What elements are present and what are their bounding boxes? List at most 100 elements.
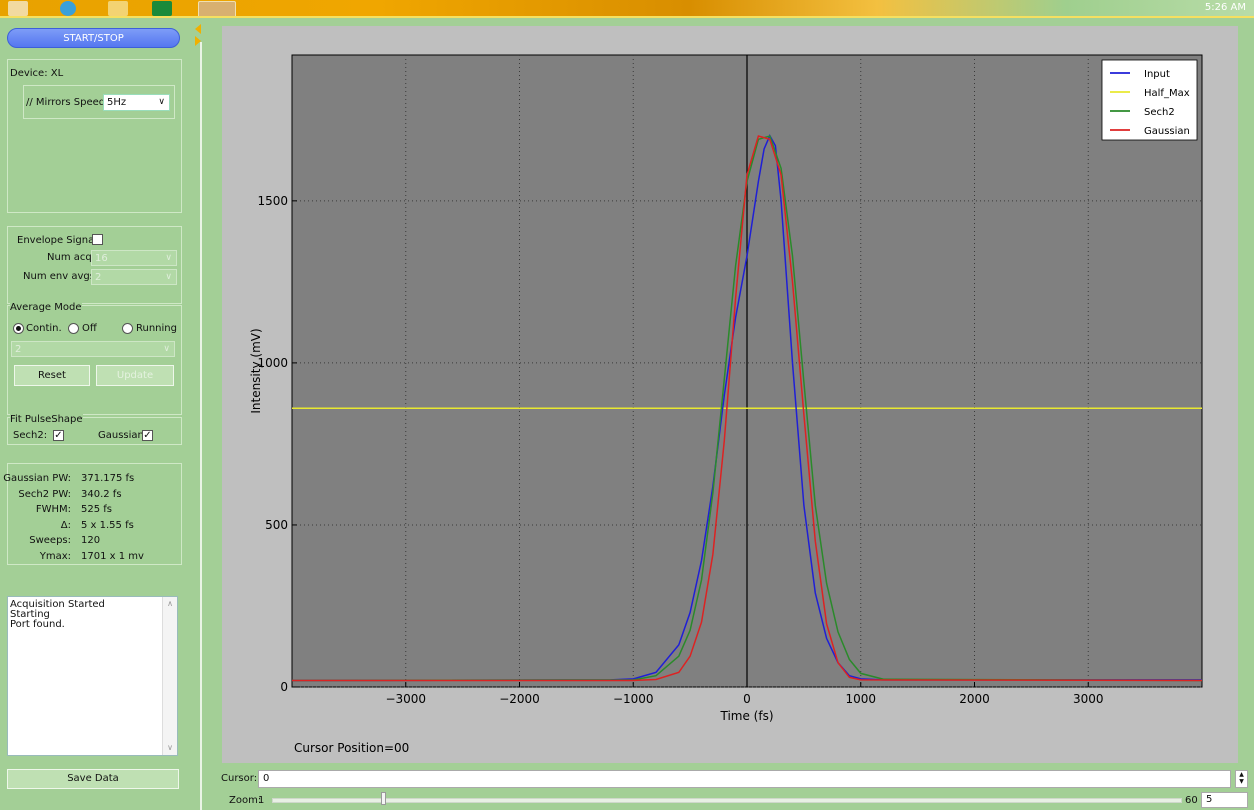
- stat-label: Sweeps:: [29, 535, 71, 546]
- zoom-label: Zoom:: [229, 795, 262, 806]
- spin-up-icon[interactable]: ▲: [1239, 771, 1244, 778]
- y-tick-label: 1000: [257, 356, 288, 370]
- series-line-gaussian: [292, 135, 1202, 682]
- stat-label: Sech2 PW:: [18, 488, 71, 500]
- stats-group: Gaussian PW: 371.175 fs Sech2 PW: 340.2 fs F…: [3, 463, 182, 565]
- legend-label: Gaussian: [1144, 126, 1190, 137]
- stat-value: 340.2 fs: [81, 488, 122, 500]
- start-icon[interactable]: [8, 1, 28, 16]
- num-env-avgs-select[interactable]: 2 ∨: [91, 269, 177, 285]
- update-button[interactable]: Update: [96, 365, 174, 386]
- zoom-max-label: 60: [1185, 795, 1198, 806]
- chevron-down-icon: ∨: [163, 344, 170, 354]
- log-lines: Acquisition Started Starting Port found.: [10, 600, 175, 630]
- taskbar-clock: 5:26 AM: [1204, 2, 1246, 13]
- cursor-position-text: Cursor Position=00: [294, 741, 409, 755]
- x-tick-label: 1000: [845, 692, 876, 706]
- fit-pulseshape-group: Fit PulseShape Sech2: ✓ Gaussian: ✓: [7, 414, 182, 445]
- legend-label: Sech2: [1144, 107, 1175, 118]
- stat-value: 120: [81, 535, 101, 546]
- y-axis-label: Intensity (mV): [249, 328, 263, 413]
- fit-gaussian-checkbox[interactable]: ✓: [142, 430, 153, 441]
- average-mode-title: Average Mode: [10, 302, 82, 313]
- chevron-down-icon: ∨: [165, 253, 172, 263]
- start-stop-button[interactable]: START/STOP: [7, 28, 180, 48]
- average-mode-group: Average Mode Contin. Off Running 2 ∨ Res…: [7, 302, 182, 415]
- x-tick-label: −3000: [385, 692, 426, 706]
- avg-running-radio[interactable]: [122, 323, 133, 334]
- fit-pulseshape-title: Fit PulseShape: [10, 414, 83, 425]
- browser-icon[interactable]: [60, 1, 76, 16]
- num-acqs-select[interactable]: 16 ∨: [91, 250, 177, 266]
- device-group: Device: XL // Mirrors Speed: 5Hz ∨: [7, 59, 182, 213]
- avg-contin-radio[interactable]: [13, 323, 24, 334]
- fit-sech2-checkbox[interactable]: ✓: [53, 430, 64, 441]
- device-label: Device: XL: [10, 68, 64, 79]
- fit-sech2-label: Sech2:: [13, 430, 48, 441]
- taskbar-divider: [0, 16, 1254, 18]
- stat-label: FWHM:: [35, 504, 71, 515]
- avg-count-value: 2: [15, 344, 22, 355]
- stat-label: Δ:: [60, 519, 71, 531]
- avg-off-radio[interactable]: [68, 323, 79, 334]
- cursor-value: 0: [263, 773, 270, 784]
- avg-count-select[interactable]: 2 ∨: [11, 341, 175, 357]
- panel-splitter[interactable]: [195, 18, 203, 810]
- stat-value: 371.175 fs: [81, 473, 135, 484]
- stat-value: 525 fs: [81, 504, 112, 515]
- envelope-group: Envelope Signal: Num acqs: 16 ∨ Num env …: [7, 226, 182, 304]
- cursor-spinner[interactable]: ▲ ▼: [1235, 770, 1248, 788]
- stat-value: 1701 x 1 mv: [81, 550, 144, 562]
- avg-off-label: Off: [82, 323, 97, 334]
- num-env-avgs-label: Num env avgs:: [23, 271, 99, 282]
- num-acqs-value: 16: [95, 253, 108, 264]
- avg-contin-label: Contin.: [26, 323, 62, 334]
- chevron-down-icon: ∨: [158, 97, 165, 107]
- fit-gaussian-label: Gaussian:: [98, 430, 148, 441]
- num-env-avgs-value: 2: [95, 272, 102, 283]
- log-textarea[interactable]: Acquisition Started Starting Port found. ∧…: [7, 596, 178, 756]
- taskbar: 5:26 AM: [0, 0, 1254, 18]
- zoom-value-input[interactable]: 5: [1201, 792, 1248, 808]
- zoom-slider-track[interactable]: [272, 798, 1182, 803]
- legend-label: Half_Max: [1144, 88, 1190, 99]
- reset-button[interactable]: Reset: [14, 365, 90, 386]
- log-line: Port found.: [10, 619, 65, 630]
- stat-value: 5 x 1.55 fs: [81, 519, 134, 531]
- zoom-slider-handle[interactable]: [380, 792, 386, 805]
- folder-icon[interactable]: [108, 1, 128, 16]
- scroll-up-icon[interactable]: ∧: [167, 599, 173, 608]
- app-icon[interactable]: [152, 1, 172, 16]
- control-panel: START/STOP Device: XL // Mirrors Speed: …: [0, 18, 195, 810]
- scroll-down-icon[interactable]: ∨: [167, 743, 173, 752]
- mirrors-group: // Mirrors Speed: 5Hz ∨: [23, 85, 175, 119]
- spin-down-icon[interactable]: ▼: [1239, 778, 1244, 785]
- x-axis-label: Time (fs): [719, 709, 773, 723]
- x-tick-label: 2000: [959, 692, 990, 706]
- x-tick-label: −2000: [499, 692, 540, 706]
- mirrors-speed-select[interactable]: 5Hz ∨: [103, 94, 170, 111]
- y-tick-label: 0: [280, 680, 288, 694]
- cursor-label: Cursor:: [221, 773, 258, 784]
- pulse-chart[interactable]: −3000 −2000 −1000 0 1000 2000 3000 0 500 1000 1500…: [222, 26, 1238, 763]
- mirrors-speed-value: 5Hz: [107, 97, 127, 108]
- mirrors-speed-label: // Mirrors Speed:: [26, 97, 109, 108]
- log-scrollbar[interactable]: ∧ ∨: [162, 597, 177, 755]
- save-data-button[interactable]: Save Data: [7, 769, 179, 789]
- stat-label: Ymax:: [39, 550, 71, 562]
- cursor-input[interactable]: 0: [258, 770, 1231, 788]
- stat-label: Gaussian PW:: [3, 473, 71, 484]
- collapse-arrow-icon[interactable]: [195, 24, 201, 34]
- x-tick-label: 0: [743, 692, 751, 706]
- log-line: Acquisition Started: [10, 599, 105, 610]
- expand-arrow-icon[interactable]: [195, 36, 201, 46]
- splitter-bar[interactable]: [200, 42, 202, 810]
- envelope-signal-checkbox[interactable]: [92, 234, 103, 245]
- x-tick-label: 3000: [1073, 692, 1104, 706]
- y-tick-label: 1500: [257, 194, 288, 208]
- y-tick-label: 500: [265, 518, 288, 532]
- chevron-down-icon: ∨: [165, 272, 172, 282]
- avg-running-label: Running: [136, 323, 177, 334]
- x-tick-label: −1000: [613, 692, 654, 706]
- zoom-min-label: 1: [258, 795, 265, 806]
